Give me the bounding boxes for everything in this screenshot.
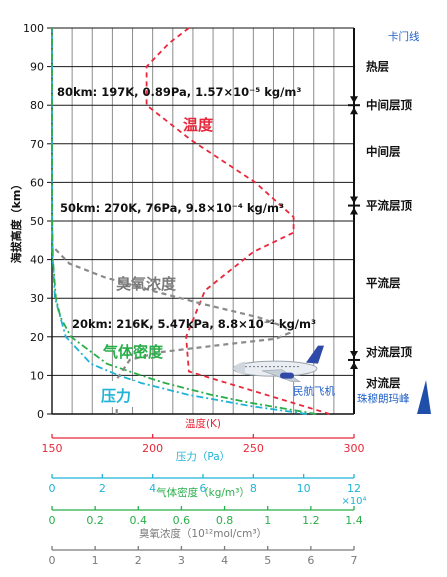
y-tick-label: 50	[30, 215, 44, 228]
density-series-label: 气体密度	[102, 343, 164, 361]
density-series-line	[51, 28, 317, 415]
series-lines	[51, 27, 331, 415]
pressure-tick-label: 4	[149, 482, 156, 495]
ozone-tick-label: 4	[221, 554, 228, 567]
temperature-tick-label: 250	[243, 442, 264, 455]
y-tick-label: 100	[23, 22, 44, 35]
airplane-engine	[280, 372, 294, 379]
ozone-series-line	[53, 247, 292, 414]
density-tick-label: 0.2	[86, 514, 104, 527]
ozone-tick-label: 5	[264, 554, 271, 567]
density-tick-label: 1.4	[345, 514, 363, 527]
ozone-tick-label: 0	[49, 554, 56, 567]
y-tick-label: 60	[30, 176, 44, 189]
pressure-series-label: 压力	[101, 387, 131, 405]
everest-icon	[417, 380, 431, 414]
pressure-tick-label: 6	[200, 482, 207, 495]
temperature-tick-label: 300	[344, 442, 365, 455]
ozone-tick-label: 2	[135, 554, 142, 567]
density-tick-label: 1.2	[302, 514, 320, 527]
pressure-tick-label: 2	[99, 482, 106, 495]
karman-line-label: 卡门线	[388, 30, 420, 43]
layer-label: 热层	[366, 60, 389, 74]
pressure-tick-label: 10	[297, 482, 311, 495]
density-tick-label: 0	[49, 514, 56, 527]
temperature-tick-label: 150	[42, 442, 63, 455]
y-tick-label: 20	[30, 331, 44, 344]
ozone-tick-label: 1	[92, 554, 99, 567]
y-tick-label: 0	[37, 408, 44, 421]
y-tick-label: 10	[30, 369, 44, 382]
density-axis-title: 气体密度（kg/m³）	[156, 486, 250, 499]
y-tick-label: 90	[30, 61, 44, 74]
density-tick-label: 0.8	[216, 514, 234, 527]
annotations: 80km: 197K, 0.89Pa, 1.57×10⁻⁵ kg/m³ 50km:…	[57, 85, 316, 407]
temperature-series-line	[145, 27, 331, 415]
boundary-arrow-up	[350, 107, 358, 115]
temperature-tick-label: 200	[142, 442, 163, 455]
altitude-annotation: 50km: 270K, 76Pa, 9.8×10⁻⁴ kg/m³	[60, 201, 284, 215]
pressure-tick-label: 12	[347, 482, 361, 495]
pressure-axis-title: 压力（Pa）	[176, 450, 230, 463]
airplane-nose	[233, 361, 245, 375]
ozone-tick-label: 3	[178, 554, 185, 567]
ozone-tick-label: 6	[307, 554, 314, 567]
pressure-axis-multiplier: ×10⁴	[341, 496, 366, 507]
y-tick-label: 40	[30, 254, 44, 267]
y-tick-label: 70	[30, 138, 44, 151]
boundary-arrow-up	[350, 207, 358, 215]
layer-label: 对流层	[366, 376, 401, 390]
boundary-arrow-down	[350, 196, 358, 204]
ozone-tick-label: 7	[351, 554, 358, 567]
density-tick-label: 0.6	[173, 514, 191, 527]
pressure-tick-label: 8	[250, 482, 257, 495]
everest-label: 珠穆朗玛峰	[357, 392, 410, 405]
y-tick-label: 30	[30, 292, 44, 305]
pressure-tick-label: 0	[49, 482, 56, 495]
airplane-tail	[306, 345, 324, 364]
y-axis-title: 海拔高度（km）	[9, 179, 23, 264]
layer-label: 中间层顶	[366, 98, 412, 112]
layer-label: 平流层顶	[366, 199, 412, 213]
grid-lines	[52, 27, 354, 414]
ozone-axis-title: 臭氧浓度（10¹²mol/cm³）	[139, 527, 267, 540]
layer-label: 中间层	[366, 145, 401, 159]
pressure-series-line	[51, 28, 308, 415]
boundary-arrow-up	[350, 361, 358, 369]
layer-label: 对流层顶	[366, 345, 412, 359]
boundary-arrow-down	[350, 96, 358, 104]
temperature-axis-title: 温度(K)	[185, 417, 221, 430]
airplane-icon	[232, 345, 324, 382]
altitude-annotation: 80km: 197K, 0.89Pa, 1.57×10⁻⁵ kg/m³	[57, 85, 301, 99]
airplane-label: 民航飞机	[293, 385, 335, 398]
altitude-annotation: 20km: 216K, 5.47kPa, 8.8×10⁻² kg/m³	[72, 317, 316, 331]
boundary-arrow-down	[350, 350, 358, 358]
layer-label: 平流层	[366, 276, 401, 290]
density-tick-label: 1	[264, 514, 271, 527]
y-tick-label: 80	[30, 99, 44, 112]
pressure-label-bg	[96, 381, 138, 407]
temperature-series-label: 温度	[183, 116, 214, 134]
density-tick-label: 0.4	[130, 514, 148, 527]
ozone-series-label: 臭氧浓度	[116, 275, 177, 293]
